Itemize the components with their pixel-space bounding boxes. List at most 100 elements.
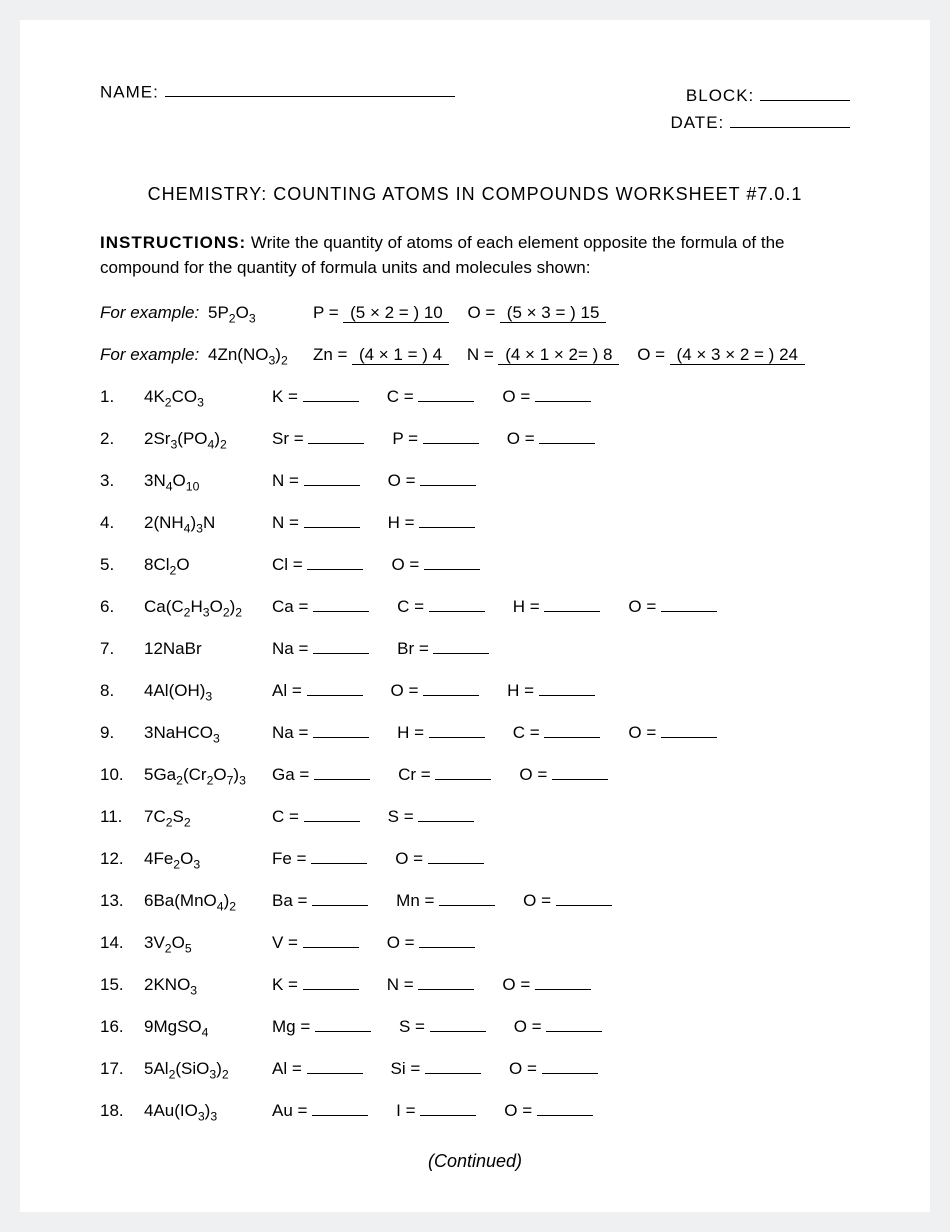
- answer-blank[interactable]: [313, 723, 369, 737]
- answer-blank[interactable]: [546, 1017, 602, 1031]
- element-blank: Na =: [272, 639, 369, 659]
- element-blank: K =: [272, 975, 359, 995]
- answer-blank[interactable]: [535, 975, 591, 989]
- answer-blank[interactable]: [423, 429, 479, 443]
- block-blank[interactable]: [760, 86, 850, 101]
- element-blank: O =: [391, 681, 480, 701]
- answer-blank[interactable]: [420, 1101, 476, 1115]
- answer-blank[interactable]: [307, 681, 363, 695]
- answer-blank[interactable]: [420, 471, 476, 485]
- answer-blank[interactable]: [304, 807, 360, 821]
- example-answer: O = (5 × 3 = ) 15: [467, 303, 606, 323]
- answer-blank[interactable]: [661, 723, 717, 737]
- answer-blank[interactable]: [425, 1059, 481, 1073]
- question-blanks: Al = O = H =: [272, 681, 595, 701]
- answer-blank[interactable]: [539, 429, 595, 443]
- answer-blank[interactable]: [435, 765, 491, 779]
- answer-blank[interactable]: [418, 975, 474, 989]
- block-label: BLOCK:: [686, 86, 754, 105]
- instructions: INSTRUCTIONS: Write the quantity of atom…: [100, 231, 850, 280]
- element-blank: O =: [519, 765, 608, 785]
- question-formula: 3V2O5: [144, 933, 272, 953]
- question-row: 15.2KNO3K = N = O =: [100, 975, 850, 995]
- continued-label: (Continued): [100, 1151, 850, 1172]
- question-number: 4.: [100, 513, 144, 533]
- element-blank: Na =: [272, 723, 369, 743]
- example-answers: P = (5 × 2 = ) 10 O = (5 × 3 = ) 15: [313, 303, 606, 323]
- question-blanks: Au = I = O =: [272, 1101, 593, 1121]
- element-blank: N =: [272, 513, 360, 533]
- answer-blank[interactable]: [424, 555, 480, 569]
- question-blanks: Sr = P = O =: [272, 429, 595, 449]
- answer-blank[interactable]: [535, 387, 591, 401]
- question-formula: 4K2CO3: [144, 387, 272, 407]
- question-blanks: C = S =: [272, 807, 474, 827]
- answer-blank[interactable]: [423, 681, 479, 695]
- answer-blank[interactable]: [315, 1017, 371, 1031]
- element-blank: Mn =: [396, 891, 495, 911]
- question-formula: 4Fe2O3: [144, 849, 272, 869]
- answer-blank[interactable]: [430, 1017, 486, 1031]
- answer-blank[interactable]: [303, 933, 359, 947]
- answer-blank[interactable]: [311, 849, 367, 863]
- element-blank: O =: [502, 387, 591, 407]
- answer-blank[interactable]: [314, 765, 370, 779]
- answer-blank[interactable]: [419, 513, 475, 527]
- answer-blank[interactable]: [429, 723, 485, 737]
- question-formula: 9MgSO4: [144, 1017, 272, 1037]
- question-row: 7.12NaBrNa = Br =: [100, 639, 850, 659]
- answer-blank[interactable]: [307, 555, 363, 569]
- question-formula: 5Al2(SiO3)2: [144, 1059, 272, 1079]
- answer-blank[interactable]: [307, 1059, 363, 1073]
- question-row: 17.5Al2(SiO3)2Al = Si = O =: [100, 1059, 850, 1079]
- question-number: 13.: [100, 891, 144, 911]
- answer-blank[interactable]: [539, 681, 595, 695]
- answer-blank[interactable]: [313, 639, 369, 653]
- answer-blank[interactable]: [429, 597, 485, 611]
- question-blanks: V = O =: [272, 933, 475, 953]
- name-blank[interactable]: [165, 82, 455, 97]
- answer-blank[interactable]: [312, 1101, 368, 1115]
- answer-blank[interactable]: [418, 807, 474, 821]
- answer-blank[interactable]: [552, 765, 608, 779]
- answer-blank[interactable]: [661, 597, 717, 611]
- question-number: 8.: [100, 681, 144, 701]
- answer-blank[interactable]: [308, 429, 364, 443]
- answer-blank[interactable]: [303, 975, 359, 989]
- date-blank[interactable]: [730, 113, 850, 128]
- answer-blank[interactable]: [537, 1101, 593, 1115]
- element-blank: O =: [507, 429, 596, 449]
- element-blank: Cr =: [398, 765, 491, 785]
- answer-blank[interactable]: [303, 387, 359, 401]
- answer-blank[interactable]: [418, 387, 474, 401]
- answer-blank[interactable]: [313, 597, 369, 611]
- example-label: For example:: [100, 303, 208, 323]
- element-blank: O =: [391, 555, 480, 575]
- answer-blank[interactable]: [433, 639, 489, 653]
- answer-blank[interactable]: [304, 471, 360, 485]
- answer-blank[interactable]: [544, 723, 600, 737]
- answer-blank[interactable]: [439, 891, 495, 905]
- element-blank: P =: [392, 429, 478, 449]
- question-number: 5.: [100, 555, 144, 575]
- element-blank: O =: [628, 723, 717, 743]
- element-blank: O =: [502, 975, 591, 995]
- element-blank: O =: [509, 1059, 598, 1079]
- element-blank: Fe =: [272, 849, 367, 869]
- answer-blank[interactable]: [419, 933, 475, 947]
- answer-blank[interactable]: [312, 891, 368, 905]
- element-blank: Al =: [272, 1059, 363, 1079]
- answer-blank[interactable]: [428, 849, 484, 863]
- answer-blank[interactable]: [304, 513, 360, 527]
- question-formula: 12NaBr: [144, 639, 272, 659]
- answer-blank[interactable]: [544, 597, 600, 611]
- example-answer: P = (5 × 2 = ) 10: [313, 303, 449, 323]
- answer-blank[interactable]: [556, 891, 612, 905]
- element-blank: Ga =: [272, 765, 370, 785]
- element-blank: O =: [628, 597, 717, 617]
- question-row: 5.8Cl2OCl = O =: [100, 555, 850, 575]
- question-formula: 2(NH4)3N: [144, 513, 272, 533]
- question-blanks: Ga = Cr = O =: [272, 765, 608, 785]
- question-blanks: N = H =: [272, 513, 475, 533]
- answer-blank[interactable]: [542, 1059, 598, 1073]
